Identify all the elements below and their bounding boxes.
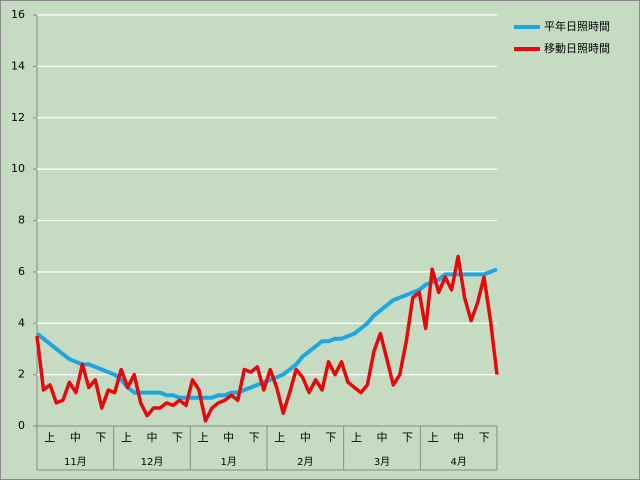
x-tick-label: 中	[300, 431, 311, 444]
x-tick-label: 上	[198, 431, 209, 444]
y-tick-label: 14	[11, 59, 25, 72]
month-label: 2月	[297, 456, 313, 468]
month-label: 11月	[64, 456, 87, 468]
month-label: 1月	[220, 456, 236, 468]
x-tick-label: 中	[70, 431, 81, 444]
legend-label: 平年日照時間	[544, 19, 610, 33]
x-tick-label: 上	[274, 431, 285, 444]
y-tick-label: 2	[18, 368, 25, 381]
y-tick-label: 0	[18, 419, 25, 432]
month-label: 3月	[374, 456, 390, 468]
x-tick-label: 上	[121, 431, 132, 444]
x-tick-label: 下	[402, 431, 413, 444]
month-label: 12月	[141, 456, 164, 468]
x-tick-label: 下	[172, 431, 183, 444]
x-tick-label: 下	[325, 431, 336, 444]
x-tick-label: 上	[428, 431, 439, 444]
x-tick-label: 中	[377, 431, 388, 444]
legend-label: 移動日照時間	[544, 41, 610, 55]
y-tick-label: 4	[18, 316, 25, 329]
y-tick-label: 6	[18, 265, 25, 278]
x-tick-label: 上	[44, 431, 55, 444]
x-tick-label: 中	[453, 431, 464, 444]
y-tick-label: 16	[11, 8, 25, 21]
series-line	[35, 254, 499, 423]
y-tick-label: 10	[11, 162, 25, 175]
x-tick-label: 下	[249, 431, 260, 444]
month-label: 4月	[450, 456, 466, 468]
x-tick-label: 中	[223, 431, 234, 444]
y-tick-label: 8	[18, 214, 25, 227]
y-tick-label: 12	[11, 111, 25, 124]
x-tick-label: 下	[95, 431, 106, 444]
x-tick-label: 中	[147, 431, 158, 444]
x-tick-label: 下	[479, 431, 490, 444]
x-tick-label: 上	[351, 431, 362, 444]
